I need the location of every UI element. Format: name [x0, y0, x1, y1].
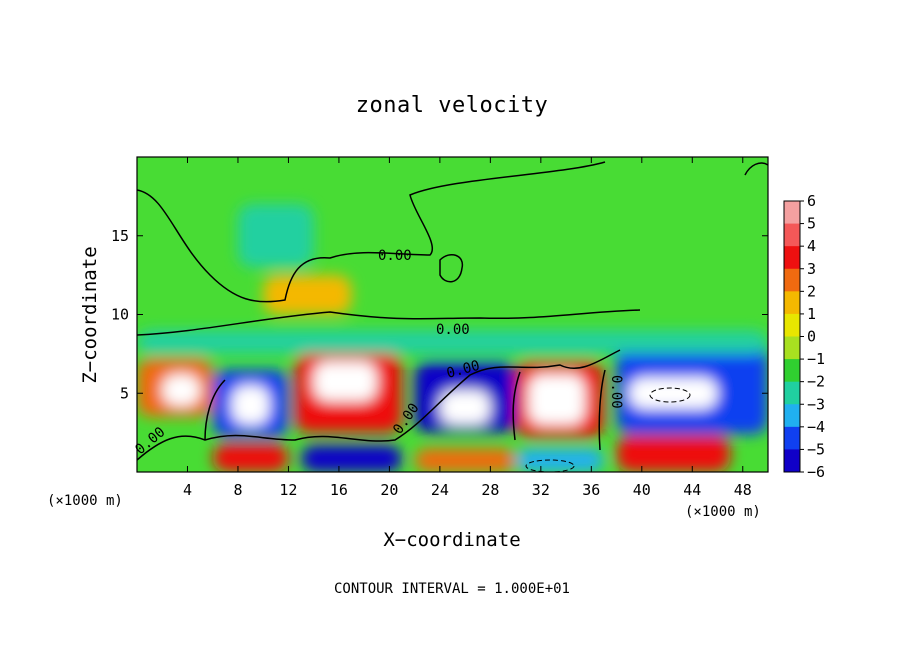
x-tick-label: 32 — [532, 481, 550, 499]
colorbar: 6 5 4 3 2 1 0 −1 −2 −3 −4 −5 −6 — [783, 192, 825, 481]
zero-contour-right — [744, 162, 768, 176]
field-cell — [414, 448, 516, 472]
field-cell — [528, 374, 586, 425]
zero-contours — [137, 161, 768, 461]
field-cell — [231, 385, 270, 425]
zero-contour-island — [439, 253, 464, 283]
y-tick-label: 10 — [111, 306, 129, 324]
colorbar-swatch — [784, 359, 800, 383]
x-tick-label: 8 — [233, 481, 242, 499]
x-tick-label: 48 — [734, 481, 752, 499]
x-tick-label: 36 — [582, 481, 600, 499]
x-axis-label: X−coordinate — [383, 529, 520, 551]
colorbar-tick-label: −5 — [807, 440, 825, 458]
colorbar-swatch — [784, 381, 800, 405]
x-tick-label: 4 — [183, 481, 192, 499]
negative-contour-ring-bottom — [525, 459, 575, 472]
zero-contour-layer — [137, 309, 641, 336]
colorbar-swatch — [784, 223, 800, 247]
field-cell — [313, 361, 377, 402]
colorbar-swatch — [784, 426, 800, 450]
field-cell — [237, 204, 314, 268]
field-cell — [629, 377, 718, 409]
plot-area: 0.00 0.00 0.00 0.00 0.00 0.00 4 8 12 16 20 24… — [111, 156, 769, 499]
colorbar-tick-label: 2 — [807, 282, 816, 300]
colorbar-swatch — [784, 336, 800, 360]
x-tick-label: 40 — [633, 481, 651, 499]
x-tick-label: 28 — [481, 481, 499, 499]
colorbar-tick-label: 4 — [807, 237, 816, 255]
y-tick-label: 5 — [120, 384, 129, 402]
zero-contour-lower — [204, 369, 606, 451]
colorbar-tick-label: 6 — [807, 192, 816, 210]
chart-title: zonal velocity — [356, 93, 548, 118]
colorbar-tick-label: −2 — [807, 373, 825, 391]
negative-contour-ring — [649, 387, 691, 403]
field-cell — [162, 374, 201, 406]
colorbar-tick-label: 3 — [807, 260, 816, 278]
colorbar-tick-label: 1 — [807, 305, 816, 323]
colorbar-tick-label: 5 — [807, 215, 816, 233]
field-cell — [616, 435, 731, 472]
colorbar-swatch — [784, 313, 800, 337]
field-cell — [137, 330, 768, 354]
colorbar-swatch — [784, 246, 800, 270]
colorbar-tick-label: 0 — [807, 328, 816, 346]
colorbar-swatch — [784, 291, 800, 315]
x-unit-left: (×1000 m) — [47, 493, 123, 509]
zero-contour-upper — [137, 161, 606, 303]
contour-interval-footer: CONTOUR INTERVAL = 1.000E+01 — [334, 581, 570, 597]
field-layer — [137, 204, 768, 472]
x-tick-label: 20 — [380, 481, 398, 499]
contour-label: 0.00 — [436, 322, 470, 338]
x-ticks: 4 8 12 16 20 24 28 32 36 40 44 48 — [183, 157, 752, 499]
field-cell — [439, 390, 491, 425]
x-tick-label: 12 — [279, 481, 297, 499]
contour-label: 0.00 — [378, 248, 412, 264]
x-tick-label: 16 — [330, 481, 348, 499]
x-tick-label: 24 — [431, 481, 449, 499]
field-cell — [212, 443, 289, 472]
colorbar-swatch — [784, 201, 800, 225]
field-cell — [301, 445, 403, 472]
colorbar-tick-label: −4 — [807, 418, 825, 436]
colorbar-swatch — [784, 404, 800, 428]
y-ticks: 5 10 15 — [111, 227, 768, 402]
colorbar-swatch — [784, 449, 800, 473]
y-tick-label: 15 — [111, 227, 129, 245]
x-tick-label: 44 — [683, 481, 701, 499]
colorbar-tick-label: −1 — [807, 350, 825, 368]
y-axis-label: Z−coordinate — [79, 246, 101, 383]
field-cell — [263, 275, 352, 315]
colorbar-tick-label: −6 — [807, 463, 825, 481]
x-unit-right: (×1000 m) — [685, 504, 761, 520]
negative-contours — [525, 387, 691, 472]
colorbar-swatch — [784, 268, 800, 292]
field-cell — [515, 448, 604, 472]
contour-label: 0.00 — [608, 375, 624, 409]
colorbar-tick-label: −3 — [807, 395, 825, 413]
